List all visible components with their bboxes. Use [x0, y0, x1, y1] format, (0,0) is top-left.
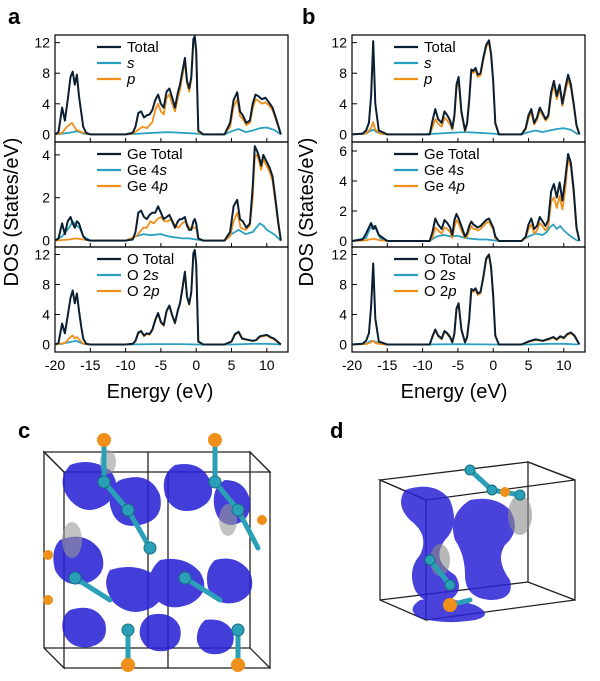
y-tick-label: 0	[339, 337, 347, 353]
y-tick-label: 4	[42, 307, 50, 323]
legend-label-total: Ge Total	[424, 146, 480, 163]
series-line-s	[351, 127, 579, 136]
y-tick-label: 4	[339, 307, 347, 323]
x-tick-label: -20	[342, 357, 362, 373]
legend-label-p: Ge 4p	[424, 178, 465, 195]
structure-d-illustration	[377, 461, 576, 623]
x-tick-label: -5	[155, 357, 168, 373]
legend-label-total: Total	[127, 39, 159, 56]
legend-label-s: O 2s	[424, 267, 456, 284]
panel-label-a: a	[8, 4, 21, 29]
series-line-total	[351, 153, 581, 242]
y-tick-label: 8	[339, 65, 347, 81]
y-tick-label: 12	[34, 35, 50, 51]
x-tick-label: -10	[412, 357, 432, 373]
y-tick-label: 4	[339, 173, 347, 189]
structure-c-o-atoms	[43, 433, 267, 672]
xlabel-b: Energy (eV)	[401, 381, 508, 403]
y-tick-label: 0	[42, 126, 50, 142]
structure-c-isosurface	[53, 461, 253, 655]
series-line-p	[54, 38, 282, 136]
subplot-frame	[54, 34, 289, 143]
y-tick-label: 6	[339, 143, 347, 159]
series-line-s	[54, 220, 282, 242]
panel-label-c: c	[18, 418, 30, 443]
xlabel-a: Energy (eV)	[107, 381, 214, 403]
legend-label-total: O Total	[424, 251, 471, 268]
y-tick-label: 4	[42, 96, 50, 112]
series-line-p	[351, 157, 581, 242]
ylabel-a: DOS (States/eV)	[1, 138, 23, 287]
y-tick-label: 8	[42, 277, 50, 293]
subplot-frame	[54, 246, 289, 353]
y-tick-label: 0	[42, 337, 50, 353]
series-line-total	[54, 249, 282, 346]
x-tick-label: -10	[115, 357, 135, 373]
subplot-frame	[351, 246, 586, 353]
series-line-s	[351, 223, 579, 242]
legend-label-p: Ge 4p	[127, 178, 168, 195]
series-line-total	[54, 35, 282, 136]
legend-label-s: s	[127, 55, 135, 72]
y-tick-label: 8	[339, 277, 347, 293]
panel-label-d: d	[330, 418, 343, 443]
structure-d-o-atoms	[443, 487, 510, 612]
legend-label-p: O 2p	[127, 283, 160, 300]
y-tick-label: 0	[339, 126, 347, 142]
series-line-total	[54, 145, 282, 242]
x-tick-label: 10	[556, 357, 572, 373]
legend-label-s: Ge 4s	[424, 162, 465, 179]
x-tick-label: 10	[259, 357, 275, 373]
panel-label-b: b	[302, 4, 315, 29]
x-tick-label: -15	[80, 357, 100, 373]
x-tick-label: 5	[228, 357, 236, 373]
y-tick-label: 2	[42, 190, 50, 206]
y-tick-label: 12	[331, 35, 347, 51]
legend-label-s: s	[424, 55, 432, 72]
structure-c-illustration	[42, 433, 272, 672]
legend-label-s: O 2s	[127, 267, 159, 284]
x-tick-label: 0	[192, 357, 200, 373]
y-tick-label: 0	[339, 233, 347, 249]
y-tick-label: 12	[34, 247, 50, 263]
series-line-total	[351, 39, 581, 136]
ylabel-b: DOS (States/eV)	[296, 138, 318, 287]
subplot-frame	[351, 34, 586, 143]
structure-d-ge-atoms	[424, 464, 526, 591]
legend-label-p: O 2p	[424, 283, 457, 300]
y-tick-label: 2	[339, 203, 347, 219]
legend-label-p: p	[126, 71, 135, 88]
series-line-p	[351, 41, 581, 136]
x-tick-label: -5	[452, 357, 465, 373]
y-tick-label: 8	[42, 65, 50, 81]
y-tick-label: 4	[339, 96, 347, 112]
legend-label-total: Ge Total	[127, 146, 183, 163]
y-tick-label: 0	[42, 233, 50, 249]
legend-label-total: Total	[424, 39, 456, 56]
x-tick-label: 0	[489, 357, 497, 373]
structure-c-ge-atoms	[68, 475, 245, 637]
series-line-p	[351, 255, 581, 346]
legend-label-s: Ge 4s	[127, 162, 168, 179]
series-line-s	[54, 126, 282, 136]
x-tick-label: -20	[45, 357, 65, 373]
legend-label-total: O Total	[127, 251, 174, 268]
x-tick-label: 5	[525, 357, 533, 373]
x-tick-label: -15	[377, 357, 397, 373]
y-tick-label: 4	[42, 147, 50, 163]
series-line-total	[351, 253, 581, 346]
legend-label-p: p	[423, 71, 432, 88]
y-tick-label: 12	[331, 247, 347, 263]
